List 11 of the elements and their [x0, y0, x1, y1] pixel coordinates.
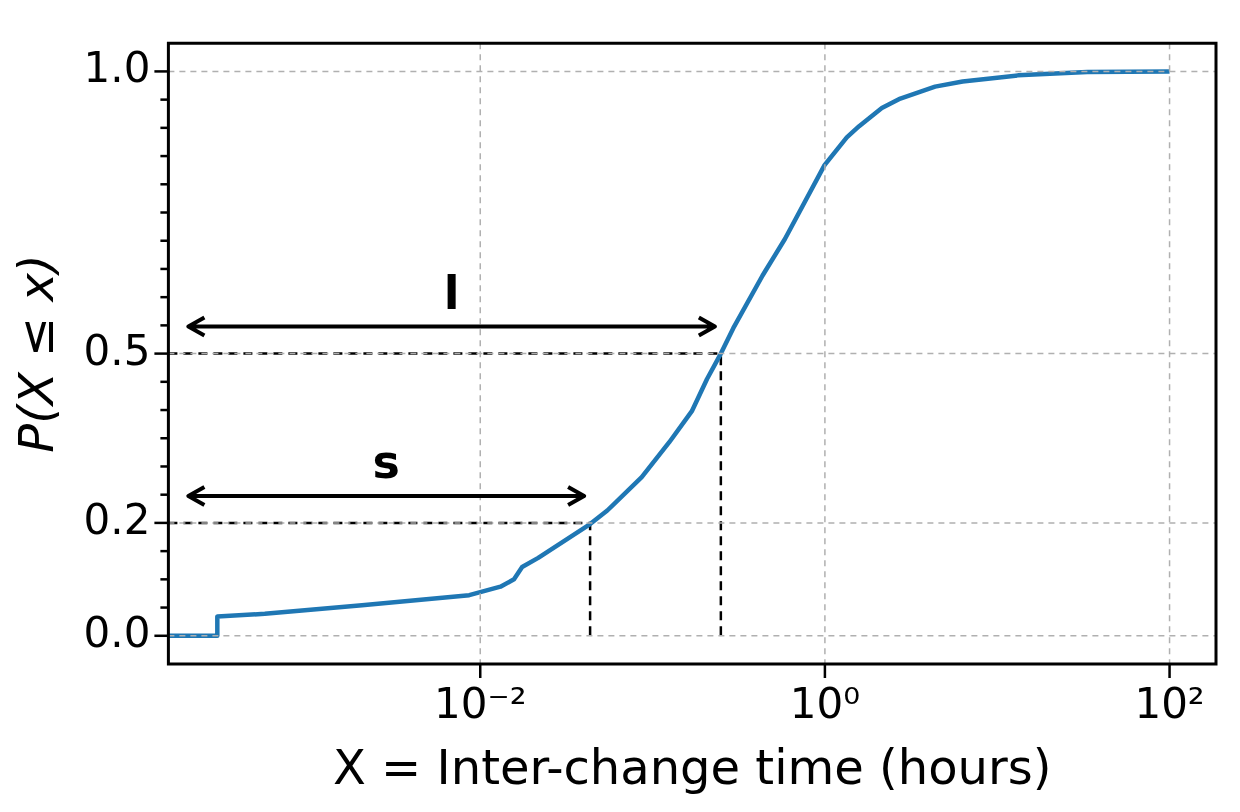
- y-tick-label: 0.0: [83, 607, 151, 657]
- y-tick-label: 1.0: [83, 43, 151, 93]
- x-tick-label: 10⁰: [789, 679, 861, 729]
- x-tick-label: 10⁻²: [434, 679, 527, 729]
- x-axis-title: X = Inter-change time (hours): [332, 738, 1052, 795]
- x-tick-label: 10²: [1134, 679, 1205, 729]
- y-tick-label: 0.2: [83, 494, 151, 544]
- annotation: l: [443, 265, 460, 320]
- y-tick-label: 0.5: [83, 325, 151, 375]
- y-axis-title: P(X ≤ x): [8, 254, 65, 453]
- annotation: s: [372, 434, 400, 489]
